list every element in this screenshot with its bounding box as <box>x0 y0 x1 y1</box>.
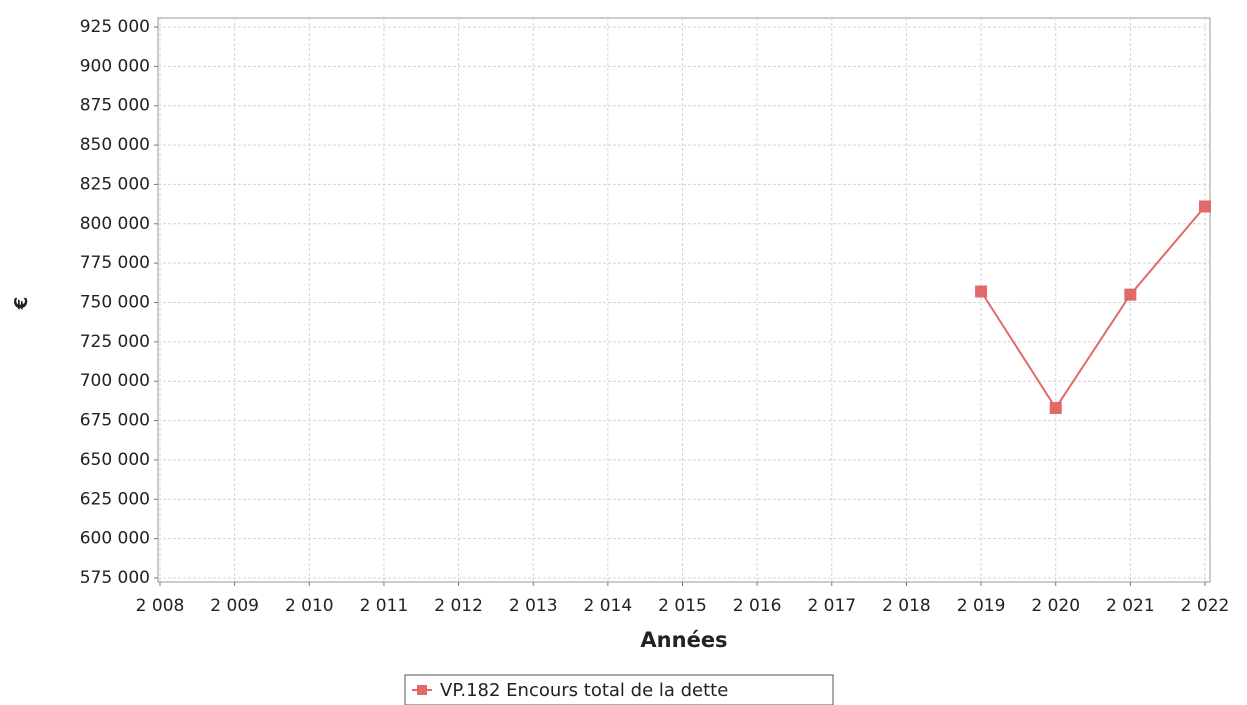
y-tick-label: 625 000 <box>80 489 150 509</box>
plot-area <box>157 17 1211 583</box>
series-line <box>980 205 1206 410</box>
y-tick-label: 850 000 <box>80 135 150 155</box>
data-point <box>1199 200 1211 213</box>
legend-marker <box>417 685 427 695</box>
y-tick-label: 700 000 <box>80 371 150 391</box>
y-tick-label: 875 000 <box>80 96 150 116</box>
y-tick-label: 775 000 <box>80 253 150 273</box>
y-tick-label: 575 000 <box>80 568 150 588</box>
y-tick-label: 600 000 <box>80 529 150 549</box>
y-tick-label: 675 000 <box>80 411 150 431</box>
x-tick-label: 2 016 <box>733 596 782 616</box>
y-tick-label: 900 000 <box>80 56 150 76</box>
x-tick-label: 2 010 <box>285 596 334 616</box>
data-point <box>1124 288 1137 301</box>
x-tick-label: 2 020 <box>1031 596 1080 616</box>
legend-box <box>404 674 834 705</box>
data-point <box>975 285 988 298</box>
y-tick-label: 750 000 <box>80 293 150 313</box>
y-tick-label: 725 000 <box>80 332 150 352</box>
x-tick-label: 2 009 <box>210 596 259 616</box>
y-tick-label: 925 000 <box>80 17 150 37</box>
y-axis-label: € <box>11 297 32 311</box>
x-tick-label: 2 014 <box>584 596 633 616</box>
x-tick-label: 2 012 <box>434 596 483 616</box>
x-axis-label: Années <box>640 628 727 652</box>
y-tick-label: 825 000 <box>80 174 150 194</box>
x-tick-label: 2 021 <box>1106 596 1155 616</box>
legend-label: VP.182 Encours total de la dette <box>440 680 728 701</box>
y-tick-label: 650 000 <box>80 450 150 470</box>
y-tick-label: 800 000 <box>80 214 150 234</box>
x-tick-label: 2 018 <box>882 596 931 616</box>
x-tick-label: 2 013 <box>509 596 558 616</box>
x-tick-label: 2 015 <box>658 596 707 616</box>
x-tick-label: 2 011 <box>360 596 409 616</box>
data-point <box>1049 401 1062 414</box>
x-tick-label: 2 019 <box>957 596 1006 616</box>
x-tick-label: 2 017 <box>807 596 856 616</box>
x-tick-label: 2 022 <box>1181 596 1230 616</box>
x-tick-label: 2 008 <box>136 596 185 616</box>
